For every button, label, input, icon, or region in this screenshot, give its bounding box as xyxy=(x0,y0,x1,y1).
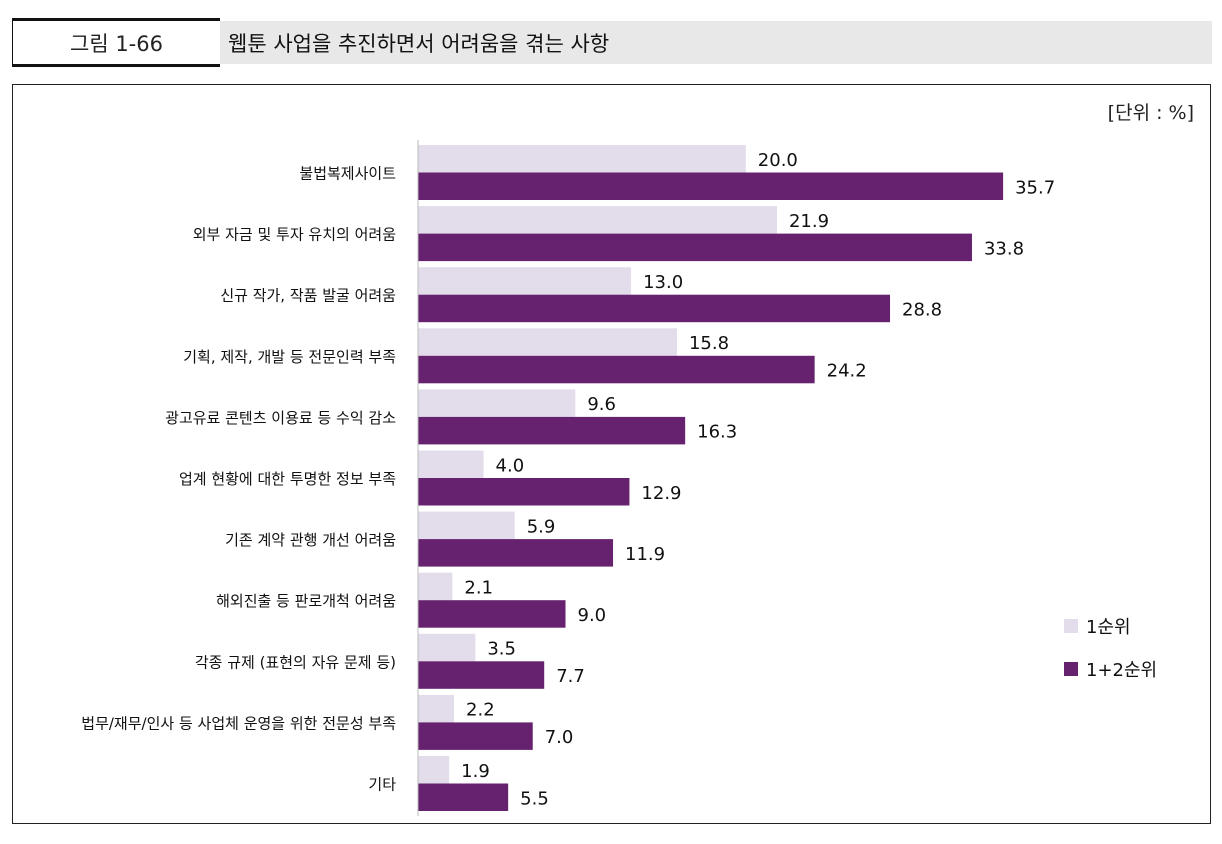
bar-rank1 xyxy=(418,267,632,295)
bar-rank1 xyxy=(418,756,450,784)
data-label: 24.2 xyxy=(827,361,867,382)
legend-swatch xyxy=(1064,619,1078,633)
category-label: 기획, 제작, 개발 등 전문인력 부족 xyxy=(183,348,396,366)
data-label: 20.0 xyxy=(758,150,798,171)
data-label: 4.0 xyxy=(496,455,525,476)
category-label: 각종 규제 (표현의 자유 문제 등) xyxy=(195,653,396,671)
category-label: 외부 자금 및 투자 유치의 어려움 xyxy=(193,226,396,244)
bar-rank12 xyxy=(418,478,630,506)
category-label: 기타 xyxy=(368,776,396,794)
data-label: 35.7 xyxy=(1015,177,1055,198)
data-label: 33.8 xyxy=(984,238,1024,259)
legend-swatch xyxy=(1064,662,1078,676)
legend-item-rank1: 1순위 xyxy=(1064,613,1131,639)
category-label: 광고유료 콘텐츠 이용료 등 수익 감소 xyxy=(165,409,396,427)
data-label: 7.0 xyxy=(545,727,574,748)
chart-frame xyxy=(12,84,1211,824)
bar-rank12 xyxy=(418,355,815,384)
category-label: 신규 작가, 작품 발굴 어려움 xyxy=(220,287,396,305)
data-label: 9.6 xyxy=(587,394,616,415)
data-label: 12.9 xyxy=(641,483,681,504)
category-label: 업계 현황에 대한 투명한 정보 부족 xyxy=(179,470,396,488)
figure-label: 그림 1-66 xyxy=(12,18,220,67)
bar-rank1 xyxy=(418,206,777,234)
data-label: 3.5 xyxy=(487,639,516,660)
bar-rank1 xyxy=(418,572,453,601)
data-label: 7.7 xyxy=(556,666,585,687)
data-label: 21.9 xyxy=(789,211,829,232)
data-label: 15.8 xyxy=(689,333,729,354)
bar-rank12 xyxy=(418,539,614,567)
bar-rank1 xyxy=(418,450,484,478)
data-label: 9.0 xyxy=(578,605,607,626)
bar-rank12 xyxy=(418,661,545,689)
figure-title: 웹툰 사업을 추진하면서 어려움을 겪는 사항 xyxy=(220,21,1212,64)
bar-rank12 xyxy=(418,172,1004,200)
unit-label: [단위 : %] xyxy=(1107,102,1194,124)
bar-rank12 xyxy=(418,233,972,262)
data-label: 5.9 xyxy=(527,516,556,537)
bar-rank12 xyxy=(418,294,891,323)
bar-rank1 xyxy=(418,145,746,173)
bar-rank1 xyxy=(418,389,576,417)
bar-rank1 xyxy=(418,633,476,662)
legend-item-rank12: 1+2순위 xyxy=(1064,656,1157,682)
bar-rank1 xyxy=(418,511,515,540)
bar-rank1 xyxy=(418,694,455,723)
category-label: 기존 계약 관행 개선 어려움 xyxy=(225,531,396,549)
category-label: 불법복제사이트 xyxy=(299,165,396,183)
data-label: 1.9 xyxy=(461,761,490,782)
data-label: 2.1 xyxy=(464,577,493,598)
legend-label: 1순위 xyxy=(1086,617,1131,638)
bar-rank12 xyxy=(418,416,686,445)
bar-rank12 xyxy=(418,600,566,628)
data-label: 5.5 xyxy=(520,788,549,809)
category-label: 법무/재무/인사 등 사업체 운영을 위한 전문성 부족 xyxy=(81,714,396,732)
legend-label: 1+2순위 xyxy=(1086,660,1158,681)
data-label: 16.3 xyxy=(697,422,737,443)
data-label: 28.8 xyxy=(902,299,942,320)
data-label: 13.0 xyxy=(643,272,683,293)
bar-rank12 xyxy=(418,783,509,811)
category-label: 해외진출 등 판로개척 어려움 xyxy=(216,592,396,610)
bar-rank12 xyxy=(418,722,533,750)
data-label: 2.2 xyxy=(466,700,495,721)
data-label: 11.9 xyxy=(625,544,665,565)
bar-rank1 xyxy=(418,328,677,356)
